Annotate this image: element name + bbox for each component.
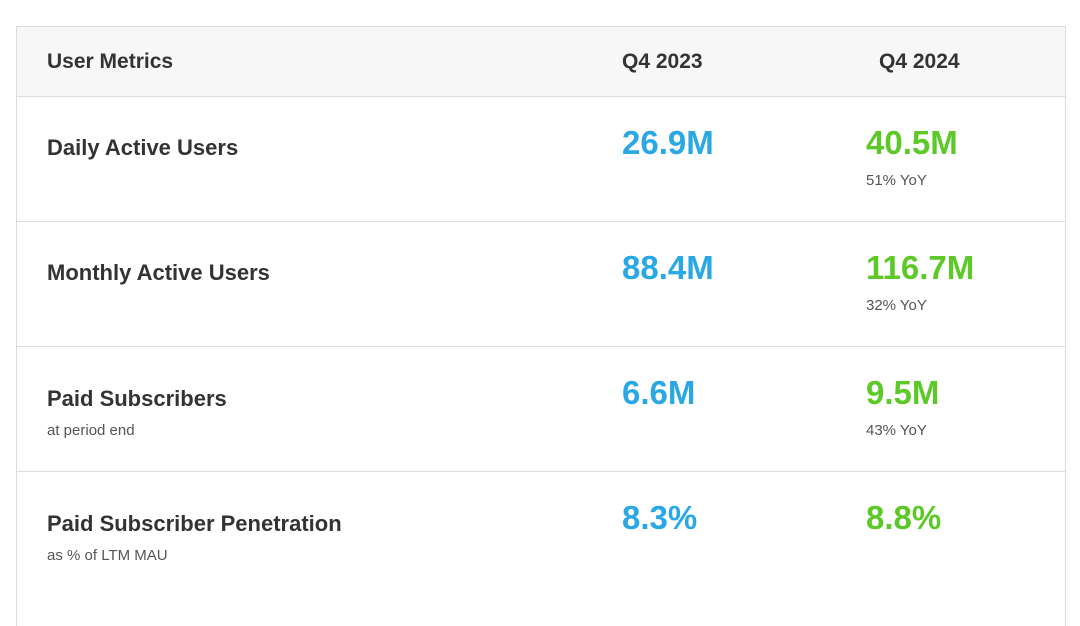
header-cell: Q4 2024: [879, 50, 960, 73]
table-row: Paid Subscriber Penetration as % of LTM …: [17, 472, 1065, 597]
table-row: Paid Subscribers at period end 6.6M 9.5M…: [17, 347, 1065, 472]
table-row: Daily Active Users 26.9M 40.5M 51% YoY: [17, 97, 1065, 222]
yoy-change: 32% YoY: [866, 297, 927, 314]
value-2024: 9.5M: [866, 374, 940, 411]
value-2024: 8.8%: [866, 499, 942, 536]
page: User Metrics Q4 2023 Q4 2024 Daily Activ…: [16, 26, 1066, 626]
value-2023: 88.4M: [622, 249, 714, 286]
metric-label: Daily Active Users: [47, 135, 239, 160]
metric-label: Paid Subscriber Penetration: [47, 511, 342, 536]
metric-sublabel: at period end: [47, 422, 135, 439]
value-2023: 8.3%: [622, 499, 698, 536]
yoy-change: 43% YoY: [866, 422, 927, 439]
yoy-change: 51% YoY: [866, 172, 927, 189]
metric-label: Paid Subscribers: [47, 386, 227, 411]
metric-sublabel: as % of LTM MAU: [47, 547, 168, 564]
metrics-table: User Metrics Q4 2023 Q4 2024 Daily Activ…: [16, 26, 1066, 626]
table-header: User Metrics Q4 2023 Q4 2024: [17, 27, 1065, 97]
value-2024: 40.5M: [866, 124, 958, 161]
metric-label: Monthly Active Users: [47, 260, 270, 285]
header-cell: User Metrics: [47, 50, 174, 73]
header-cell: Q4 2023: [622, 50, 703, 73]
value-2023: 26.9M: [622, 124, 714, 161]
value-2023: 6.6M: [622, 374, 696, 411]
value-2024: 116.7M: [866, 249, 975, 286]
table-row: Monthly Active Users 88.4M 116.7M 32% Yo…: [17, 222, 1065, 347]
